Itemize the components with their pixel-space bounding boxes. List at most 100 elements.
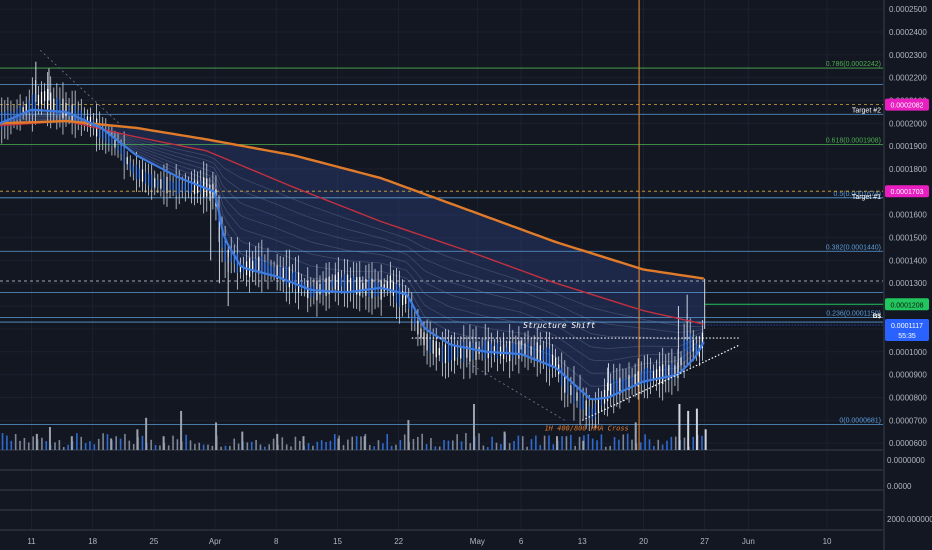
candle-body [261, 256, 263, 277]
ma-fan-line [0, 112, 705, 374]
volume-bar [456, 434, 458, 450]
candle-body [460, 346, 462, 359]
candle-body [536, 342, 538, 361]
candle-body [218, 209, 220, 228]
candle-body [31, 94, 33, 115]
candle-body [322, 281, 324, 295]
candle-body [331, 280, 333, 288]
volume-bar [281, 437, 284, 450]
volume-bar [626, 433, 629, 450]
x-tick-label: 20 [639, 537, 648, 546]
candle-body [643, 368, 645, 385]
volume-bar [535, 435, 537, 450]
volume-bar [329, 440, 332, 450]
volume-bar [128, 440, 131, 450]
candle-body [68, 106, 70, 116]
volume-bar [417, 436, 419, 450]
volume-spike-bar [48, 427, 51, 450]
orange-moving-average [0, 119, 704, 280]
volume-bar [19, 440, 21, 450]
volume-bar [167, 445, 170, 450]
sub-tick-label: 0.0000000 [887, 456, 925, 465]
candle-body [701, 332, 704, 348]
candle-body [340, 277, 342, 287]
volume-bar [264, 446, 266, 450]
volume-bar [285, 444, 288, 450]
x-tick-label: 13 [578, 537, 587, 546]
volume-bar [377, 440, 380, 450]
volume-bar [272, 438, 275, 450]
candle-body [423, 332, 425, 346]
volume-bar [469, 443, 472, 450]
candle-body [588, 406, 590, 420]
y-tick-label: 0.0000700 [889, 416, 927, 425]
candle-body [148, 173, 150, 186]
volume-bar [320, 440, 323, 450]
candle-body [111, 135, 113, 147]
candle-body [151, 174, 153, 189]
candle-body [368, 278, 370, 298]
candle-body [40, 91, 43, 105]
candle-body [567, 379, 569, 395]
fib-level-label: 0.236(0.0001150) [826, 311, 881, 318]
candle-body [527, 342, 529, 358]
candle-body [655, 369, 658, 382]
candle-body [80, 110, 82, 125]
volume-bar [674, 436, 677, 450]
candle-body [570, 385, 572, 396]
candle-body [545, 347, 548, 367]
target-price-tag: 0.0002082 [890, 103, 923, 110]
candle-body [252, 260, 254, 273]
candle-body [554, 357, 557, 369]
candle-body [196, 181, 199, 194]
y-tick-label: 0.0002000 [889, 119, 927, 128]
candle-body [236, 253, 238, 274]
candle-body [613, 379, 615, 398]
volume-bar [6, 435, 8, 450]
target-price-tag: 0.0001703 [890, 189, 923, 196]
candle-body [77, 110, 79, 122]
volume-bar [661, 444, 664, 450]
candle-body [405, 293, 407, 304]
candle-body [659, 366, 661, 384]
volume-bar [115, 436, 118, 450]
x-tick-label: 22 [394, 537, 403, 546]
volume-bar [224, 445, 227, 450]
candle-body [600, 397, 603, 406]
candle-body [472, 342, 474, 360]
candle-body [163, 176, 165, 192]
volume-bar [298, 440, 301, 450]
candle-body [50, 92, 52, 113]
candle-body [628, 374, 630, 391]
candle-body [631, 376, 633, 387]
candle-body [662, 364, 664, 385]
candle-body [579, 390, 581, 410]
x-tick-label: 11 [27, 537, 36, 546]
volume-bar [491, 436, 493, 450]
volume-spike-bar [582, 440, 585, 450]
candle-body [496, 343, 499, 359]
red-moving-average [0, 120, 704, 325]
volume-bar [10, 440, 13, 450]
candle-body [646, 368, 648, 385]
volume-bar [185, 434, 187, 450]
volume-bar [259, 444, 262, 450]
volume-bar [412, 438, 415, 450]
x-tick-label: 25 [149, 537, 158, 546]
volume-bar [434, 446, 437, 450]
volume-bar [198, 442, 201, 450]
ma-fan-line [0, 119, 704, 327]
candle-body [7, 110, 9, 127]
candle-body [187, 183, 190, 192]
hma-cross-label: 1H 400/800 HMA Cross [544, 425, 628, 433]
volume-bar [648, 439, 651, 450]
candle-body [294, 271, 297, 289]
candle-body [337, 272, 339, 291]
volume-bar [517, 435, 520, 450]
volume-bar [521, 436, 524, 450]
volume-spike-bar [472, 404, 475, 450]
candle-body [441, 345, 443, 363]
green-price-tag-bg [885, 298, 929, 311]
y-tick-label: 0.0001900 [889, 142, 927, 151]
candle-body [53, 98, 55, 112]
